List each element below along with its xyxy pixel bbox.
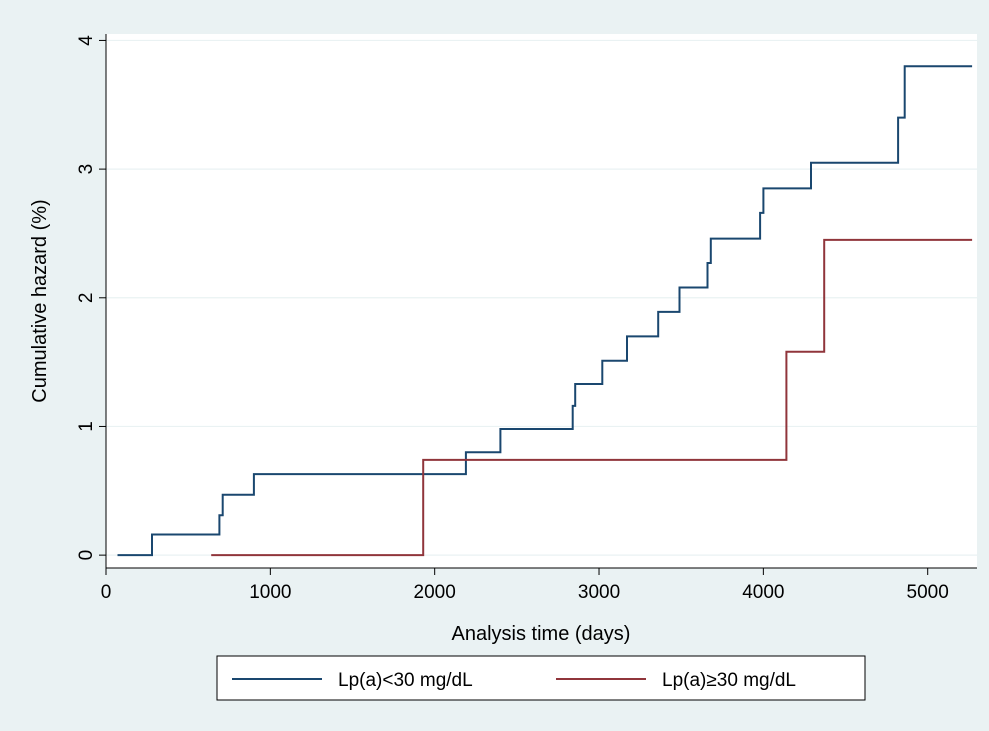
x-tick-label-1: 1000 bbox=[249, 582, 291, 603]
legend: Lp(a)<30 mg/dL Lp(a)≥30 mg/dL bbox=[216, 655, 866, 701]
legend-box bbox=[216, 655, 866, 701]
series-lines bbox=[117, 65, 973, 557]
legend-label-series-1: Lp(a)<30 mg/dL bbox=[338, 670, 473, 691]
y-tick-label-2: 2 bbox=[76, 292, 97, 303]
axis-ticks: 0 1 2 3 4 0 1000 2000 3000 4000 5000 bbox=[76, 35, 949, 603]
series-line-2 bbox=[211, 238, 973, 557]
x-tick-label-0: 0 bbox=[101, 582, 112, 603]
grid-lines bbox=[106, 39, 977, 556]
y-tick-label-1: 1 bbox=[76, 421, 97, 432]
legend-label-series-2: Lp(a)≥30 mg/dL bbox=[662, 670, 796, 691]
x-tick-label-2: 2000 bbox=[414, 582, 456, 603]
x-axis-label: Analysis time (days) bbox=[452, 623, 631, 645]
y-tick-label-4: 4 bbox=[76, 35, 97, 46]
plot-area bbox=[106, 34, 977, 568]
x-tick-label-5: 5000 bbox=[907, 582, 949, 603]
y-tick-label-0: 0 bbox=[76, 550, 97, 561]
x-tick-label-4: 4000 bbox=[742, 582, 784, 603]
x-tick-label-3: 3000 bbox=[578, 582, 620, 603]
y-axis-label: Cumulative hazard (%) bbox=[29, 199, 51, 402]
series-line-1 bbox=[117, 65, 973, 557]
y-tick-label-3: 3 bbox=[76, 164, 97, 175]
